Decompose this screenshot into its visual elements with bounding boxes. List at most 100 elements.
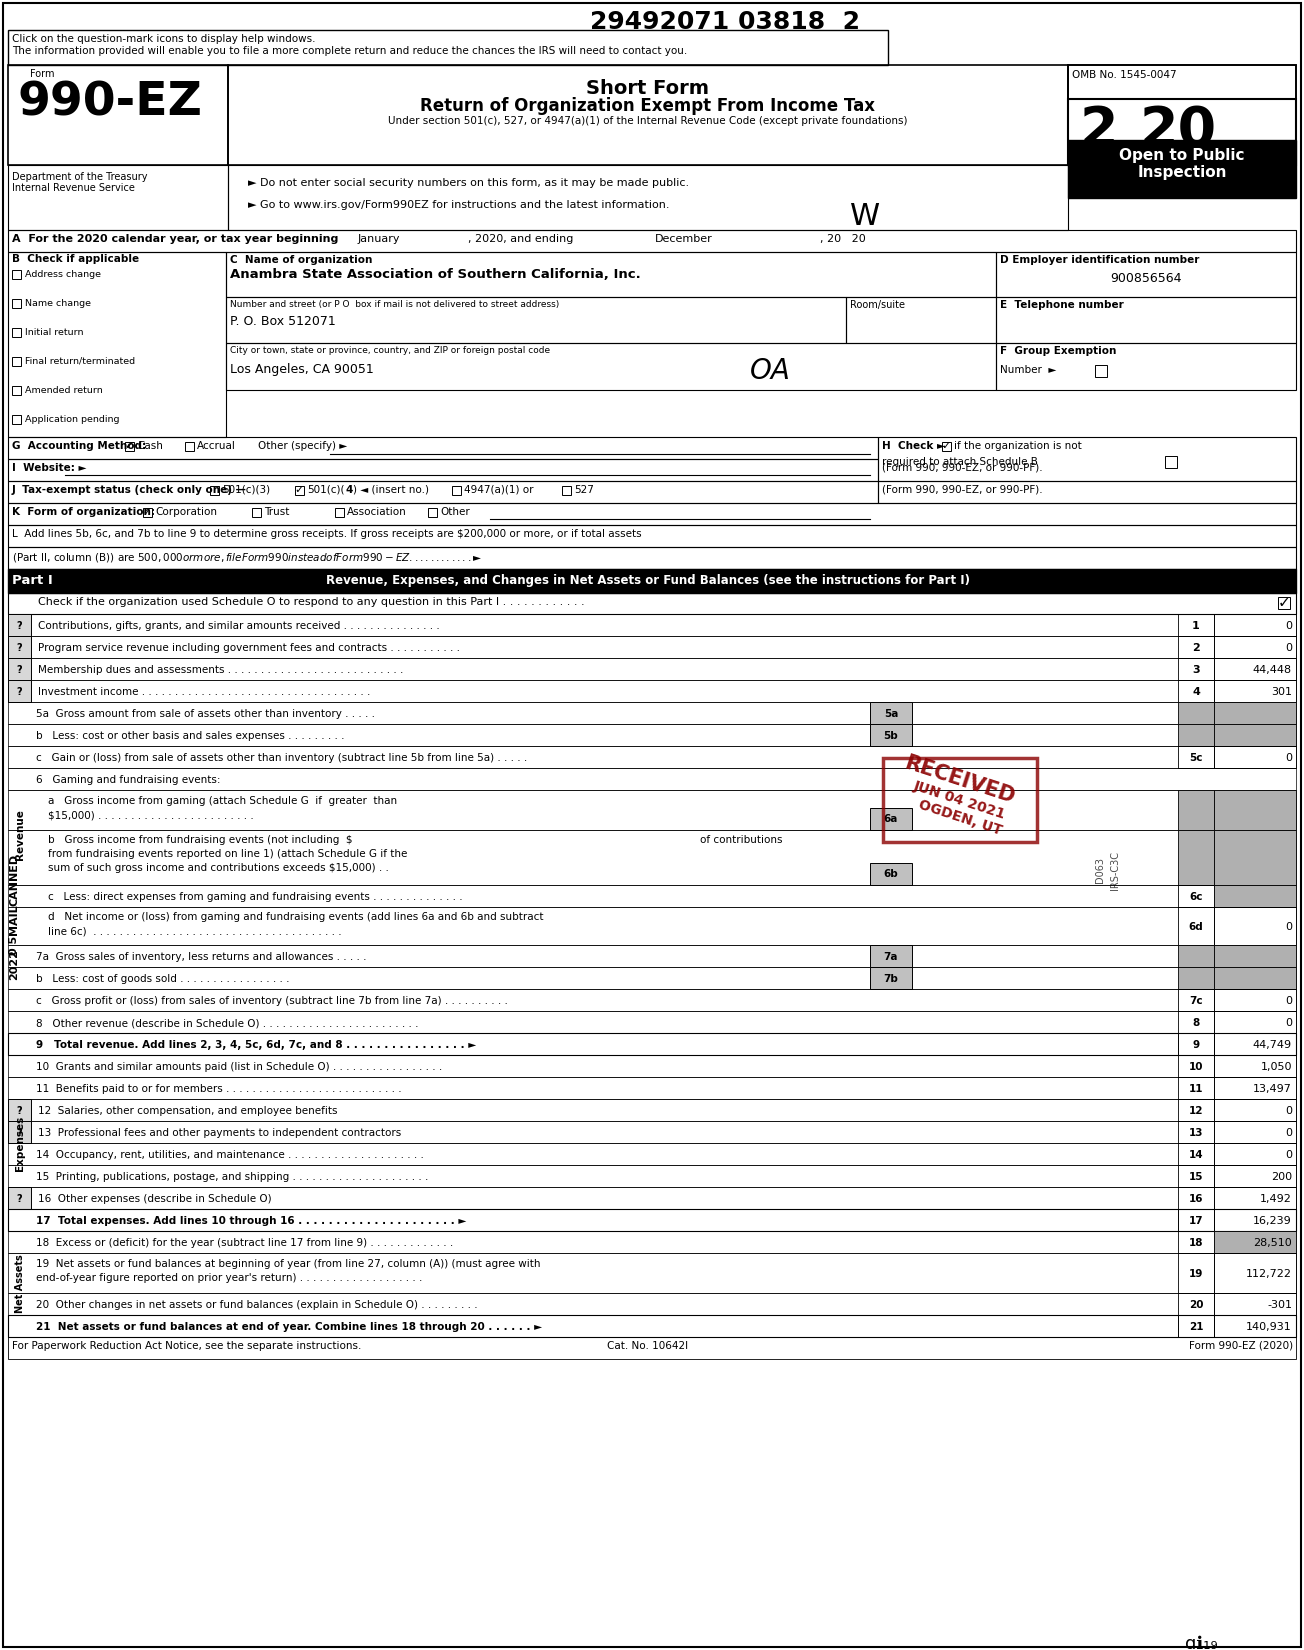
Text: 5c: 5c [1189, 752, 1202, 762]
Text: 13,497: 13,497 [1253, 1084, 1292, 1094]
Text: OMB No. 1545-0047: OMB No. 1545-0047 [1072, 69, 1176, 79]
Text: 0: 0 [1284, 1018, 1292, 1028]
Bar [8, 724, 1296, 746]
Text: Accrual: Accrual [197, 441, 236, 450]
Bar [1178, 790, 1214, 830]
Bar [1178, 658, 1214, 680]
Bar [1214, 1165, 1296, 1186]
Bar [870, 724, 911, 746]
Text: E  Telephone number: E Telephone number [1000, 300, 1124, 310]
Text: D Employer identification number: D Employer identification number [1000, 256, 1200, 266]
Text: 18  Excess or (deficit) for the year (subtract line 17 from line 9) . . . . . . : 18 Excess or (deficit) for the year (sub… [37, 1238, 454, 1247]
Text: L  Add lines 5b, 6c, and 7b to line 9 to determine gross receipts. If gross rece: L Add lines 5b, 6c, and 7b to line 9 to … [12, 530, 642, 540]
Bar [562, 487, 571, 495]
Text: RECEIVED: RECEIVED [902, 752, 1018, 807]
Bar [1178, 1054, 1214, 1077]
Bar [8, 592, 1296, 614]
Text: OA: OA [750, 356, 790, 384]
Bar [1178, 1011, 1214, 1033]
Text: 112,722: 112,722 [1247, 1269, 1292, 1279]
Bar [1178, 945, 1214, 967]
Text: 6   Gaming and fundraising events:: 6 Gaming and fundraising events: [37, 776, 220, 785]
Bar [226, 343, 996, 389]
Text: ✓: ✓ [125, 442, 134, 452]
Text: Initial return: Initial return [25, 328, 83, 337]
Text: J  Tax-exempt status (check only one) —: J Tax-exempt status (check only one) — [12, 485, 246, 495]
Text: Short Form: Short Form [587, 79, 709, 97]
Text: The information provided will enable you to file a more complete return and redu: The information provided will enable you… [12, 46, 687, 56]
Bar [878, 482, 1296, 503]
Text: 990-EZ: 990-EZ [18, 79, 203, 125]
Text: 200: 200 [1271, 1172, 1292, 1181]
Text: 7b: 7b [884, 974, 898, 983]
Text: 9: 9 [1192, 1040, 1200, 1049]
Text: City or town, state or province, country, and ZIP or foreign postal code: City or town, state or province, country… [230, 346, 550, 355]
Text: 140,931: 140,931 [1247, 1322, 1292, 1332]
Text: 0: 0 [1284, 1106, 1292, 1115]
Bar [226, 252, 996, 297]
Text: Final return/terminated: Final return/terminated [25, 356, 136, 366]
Bar [8, 482, 878, 503]
Text: B  Check if applicable: B Check if applicable [12, 254, 140, 264]
Text: OGDEN, UT: OGDEN, UT [917, 799, 1004, 838]
Text: 10: 10 [1189, 1063, 1204, 1073]
Bar [8, 635, 1296, 658]
Text: 7c: 7c [1189, 997, 1202, 1006]
Text: 7a: 7a [884, 952, 898, 962]
Bar [295, 487, 304, 495]
Text: 16,239: 16,239 [1253, 1216, 1292, 1226]
Bar [8, 908, 1296, 945]
Text: 2022: 2022 [9, 949, 20, 980]
Bar [870, 701, 911, 724]
Bar [8, 1033, 1296, 1054]
Text: 4: 4 [1192, 686, 1200, 696]
Text: , 20   20: , 20 20 [820, 234, 866, 244]
Text: ► Do not enter social security numbers on this form, as it may be made public.: ► Do not enter social security numbers o… [248, 178, 689, 188]
Bar [8, 614, 1296, 635]
Bar [1214, 701, 1296, 724]
Text: 12  Salaries, other compensation, and employee benefits: 12 Salaries, other compensation, and emp… [38, 1106, 338, 1115]
Bar [1095, 365, 1107, 376]
Text: required to attach Schedule B: required to attach Schedule B [882, 457, 1038, 467]
Text: 11  Benefits paid to or for members . . . . . . . . . . . . . . . . . . . . . . : 11 Benefits paid to or for members . . .… [37, 1084, 402, 1094]
Text: c   Less: direct expenses from gaming and fundraising events . . . . . . . . . .: c Less: direct expenses from gaming and … [48, 893, 463, 903]
Text: Form 990-EZ (2020): Form 990-EZ (2020) [1189, 1341, 1294, 1351]
Text: 0: 0 [1284, 620, 1292, 630]
Text: 9   Total revenue. Add lines 2, 3, 4, 5c, 6d, 7c, and 8 . . . . . . . . . . . . : 9 Total revenue. Add lines 2, 3, 4, 5c, … [37, 1040, 476, 1049]
Bar [1178, 1120, 1214, 1143]
Bar [8, 252, 226, 437]
Bar [8, 30, 888, 64]
Bar [210, 487, 219, 495]
Text: if the organization is not: if the organization is not [955, 441, 1082, 450]
Text: (Form 990, 990-EZ, or 990-PF).: (Form 990, 990-EZ, or 990-PF). [882, 464, 1043, 474]
Bar [1178, 1231, 1214, 1252]
Bar [8, 1099, 1296, 1120]
Bar [8, 790, 1296, 830]
Text: 6c: 6c [1189, 893, 1202, 903]
Bar [8, 1054, 1296, 1077]
Text: (Form 990, 990-EZ, or 990-PF).: (Form 990, 990-EZ, or 990-PF). [882, 485, 1043, 495]
Text: 13: 13 [1189, 1129, 1204, 1138]
Text: b   Less: cost or other basis and sales expenses . . . . . . . . .: b Less: cost or other basis and sales ex… [37, 731, 344, 741]
Text: 527: 527 [574, 485, 593, 495]
Bar [870, 808, 911, 830]
Text: ✓: ✓ [143, 508, 153, 518]
Text: D063: D063 [1095, 856, 1104, 883]
Text: Anambra State Association of Southern California, Inc.: Anambra State Association of Southern Ca… [230, 267, 640, 280]
Bar [1178, 1315, 1214, 1337]
Bar [8, 746, 1296, 767]
Text: 0: 0 [1284, 752, 1292, 762]
Text: ?: ? [16, 620, 22, 630]
Bar [996, 343, 1296, 389]
Bar [8, 1099, 31, 1120]
Text: 28,510: 28,510 [1253, 1238, 1292, 1247]
Text: Form: Form [30, 69, 55, 79]
Text: Return of Organization Exempt From Income Tax: Return of Organization Exempt From Incom… [420, 97, 875, 116]
Bar [1214, 884, 1296, 908]
Bar [1178, 746, 1214, 767]
Text: Cat. No. 10642I: Cat. No. 10642I [608, 1341, 689, 1351]
Bar [1068, 64, 1296, 99]
Bar [143, 508, 153, 516]
Bar [428, 508, 437, 516]
Text: Revenue: Revenue [16, 808, 25, 860]
